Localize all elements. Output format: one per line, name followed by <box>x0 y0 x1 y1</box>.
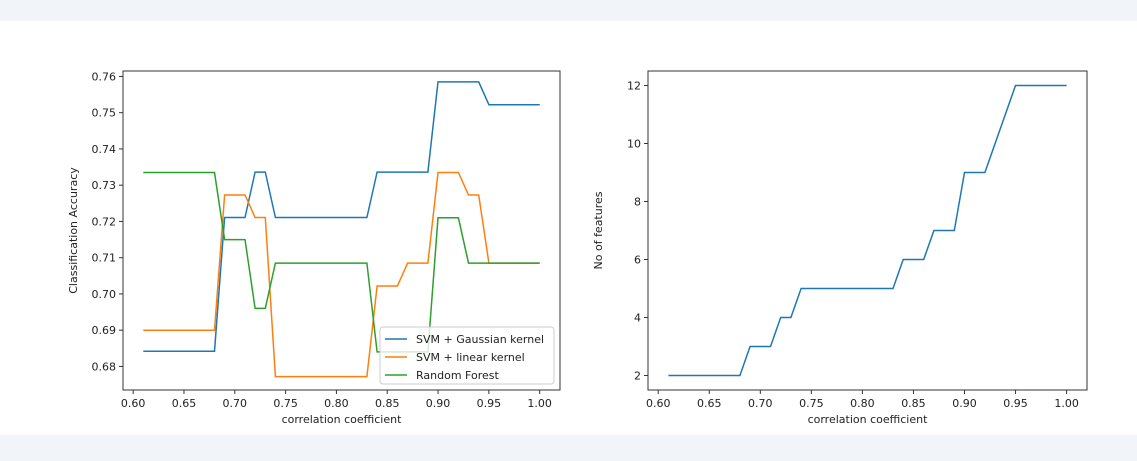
x-tick-label: 0.65 <box>697 397 722 410</box>
x-tick-label: 0.75 <box>273 397 298 410</box>
features-y-ticks: 2 4 6 8 10 12 <box>627 80 648 383</box>
y-tick-label: 0.69 <box>92 324 117 337</box>
x-tick-label: 0.85 <box>375 397 400 410</box>
legend-label: SVM + linear kernel <box>416 351 525 364</box>
bottom-band <box>0 435 1137 461</box>
accuracy-x-label: correlation coefficient <box>282 413 403 426</box>
x-tick-label: 0.70 <box>748 397 773 410</box>
x-tick-label: 0.65 <box>172 397 197 410</box>
x-tick-label: 1.00 <box>527 397 552 410</box>
y-tick-label: 2 <box>634 370 641 383</box>
accuracy-y-ticks: 0.68 0.69 0.70 0.71 0.72 0.73 0.74 0.75 0.76 <box>92 70 123 373</box>
legend: SVM + Gaussian kernel SVM + linear kernel… <box>379 326 555 385</box>
features-y-label: No of features <box>592 191 605 269</box>
y-tick-label: 0.76 <box>92 70 117 83</box>
x-tick-label: 0.80 <box>324 397 349 410</box>
y-tick-label: 0.72 <box>92 215 117 228</box>
legend-box <box>379 326 555 385</box>
x-tick-label: 0.80 <box>850 397 875 410</box>
features-chart: 0.60 0.65 0.70 0.75 0.80 0.85 0.90 0.95 1.00 2 4 6… <box>592 70 1088 426</box>
features-x-label: correlation coefficient <box>808 413 929 426</box>
x-tick-label: 0.60 <box>121 397 146 410</box>
x-tick-label: 0.95 <box>1003 397 1028 410</box>
x-tick-label: 0.85 <box>901 397 926 410</box>
y-tick-label: 10 <box>627 138 641 151</box>
features-lines <box>668 84 1067 377</box>
features-plot-frame <box>647 70 1088 391</box>
series-line-svm-linear-kernel <box>143 171 540 378</box>
top-band <box>0 0 1137 21</box>
y-tick-label: 0.73 <box>92 179 117 192</box>
x-tick-label: 0.75 <box>799 397 824 410</box>
y-tick-label: 4 <box>634 312 641 325</box>
accuracy-x-ticks: 0.60 0.65 0.70 0.75 0.80 0.85 0.90 0.95 1.00 <box>121 390 552 410</box>
y-tick-label: 0.71 <box>92 252 117 265</box>
y-tick-label: 0.75 <box>92 107 117 120</box>
x-tick-label: 1.00 <box>1054 397 1079 410</box>
x-tick-label: 0.90 <box>952 397 977 410</box>
series-line-no-of-features <box>668 84 1067 377</box>
x-tick-label: 0.60 <box>646 397 671 410</box>
features-x-ticks: 0.60 0.65 0.70 0.75 0.80 0.85 0.90 0.95 1.00 <box>646 390 1079 410</box>
accuracy-chart: 0.60 0.65 0.70 0.75 0.80 0.85 0.90 0.95 1.00 0.6… <box>67 70 561 426</box>
x-tick-label: 0.95 <box>477 397 502 410</box>
x-tick-label: 0.70 <box>223 397 248 410</box>
accuracy-lines <box>143 81 540 378</box>
y-tick-label: 0.74 <box>92 143 117 156</box>
y-tick-label: 8 <box>634 196 641 209</box>
series-line-random-forest <box>143 171 540 353</box>
legend-label: SVM + Gaussian kernel <box>416 333 544 346</box>
legend-label: Random Forest <box>416 369 499 382</box>
y-tick-label: 6 <box>634 254 641 267</box>
y-tick-label: 0.68 <box>92 360 117 373</box>
y-tick-label: 12 <box>627 80 641 93</box>
accuracy-y-label: Classification Accuracy <box>67 167 80 294</box>
y-tick-label: 0.70 <box>92 288 117 301</box>
series-line-svm-gaussian-kernel <box>143 81 540 352</box>
x-tick-label: 0.90 <box>426 397 451 410</box>
